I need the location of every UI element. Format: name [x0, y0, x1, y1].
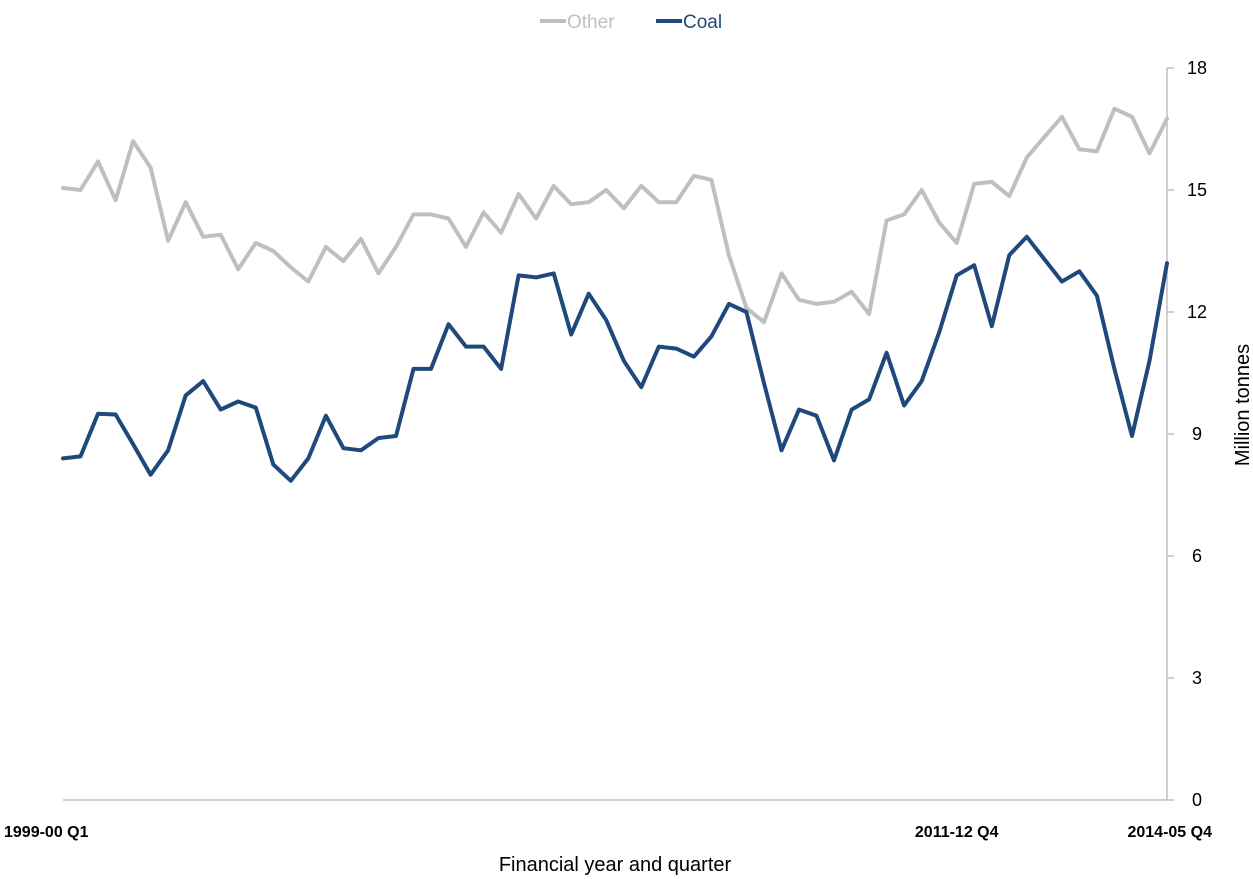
x-tick-label: 2014-05 Q4 [1127, 824, 1212, 841]
y-axis-ticks: 0 3 6 9 12 15 18 [1167, 58, 1207, 810]
legend-label-coal: Coal [683, 12, 722, 33]
x-axis-title: Financial year and quarter [499, 854, 732, 876]
legend: Other Coal [540, 12, 722, 33]
legend-label-other: Other [567, 12, 615, 33]
y-tick-label: 6 [1192, 546, 1202, 566]
x-tick-label: 1999-00 Q1 [4, 824, 89, 841]
y-tick-label: 18 [1187, 58, 1207, 78]
y-tick-label: 3 [1192, 668, 1202, 688]
x-tick-label: 2011-12 Q4 [915, 824, 999, 841]
series-lines [61, 106, 1169, 483]
y-tick-label: 15 [1187, 180, 1207, 200]
x-axis-ticks: 1999-00 Q1 2011-12 Q4 2014-05 Q4 [4, 824, 1212, 841]
y-tick-label: 0 [1192, 790, 1202, 810]
y-tick-label: 12 [1187, 302, 1207, 322]
series-line-coal [61, 234, 1169, 483]
y-axis-title: Million tonnes [1232, 344, 1253, 466]
series-line-other [61, 106, 1169, 325]
y-tick-label: 9 [1192, 424, 1202, 444]
